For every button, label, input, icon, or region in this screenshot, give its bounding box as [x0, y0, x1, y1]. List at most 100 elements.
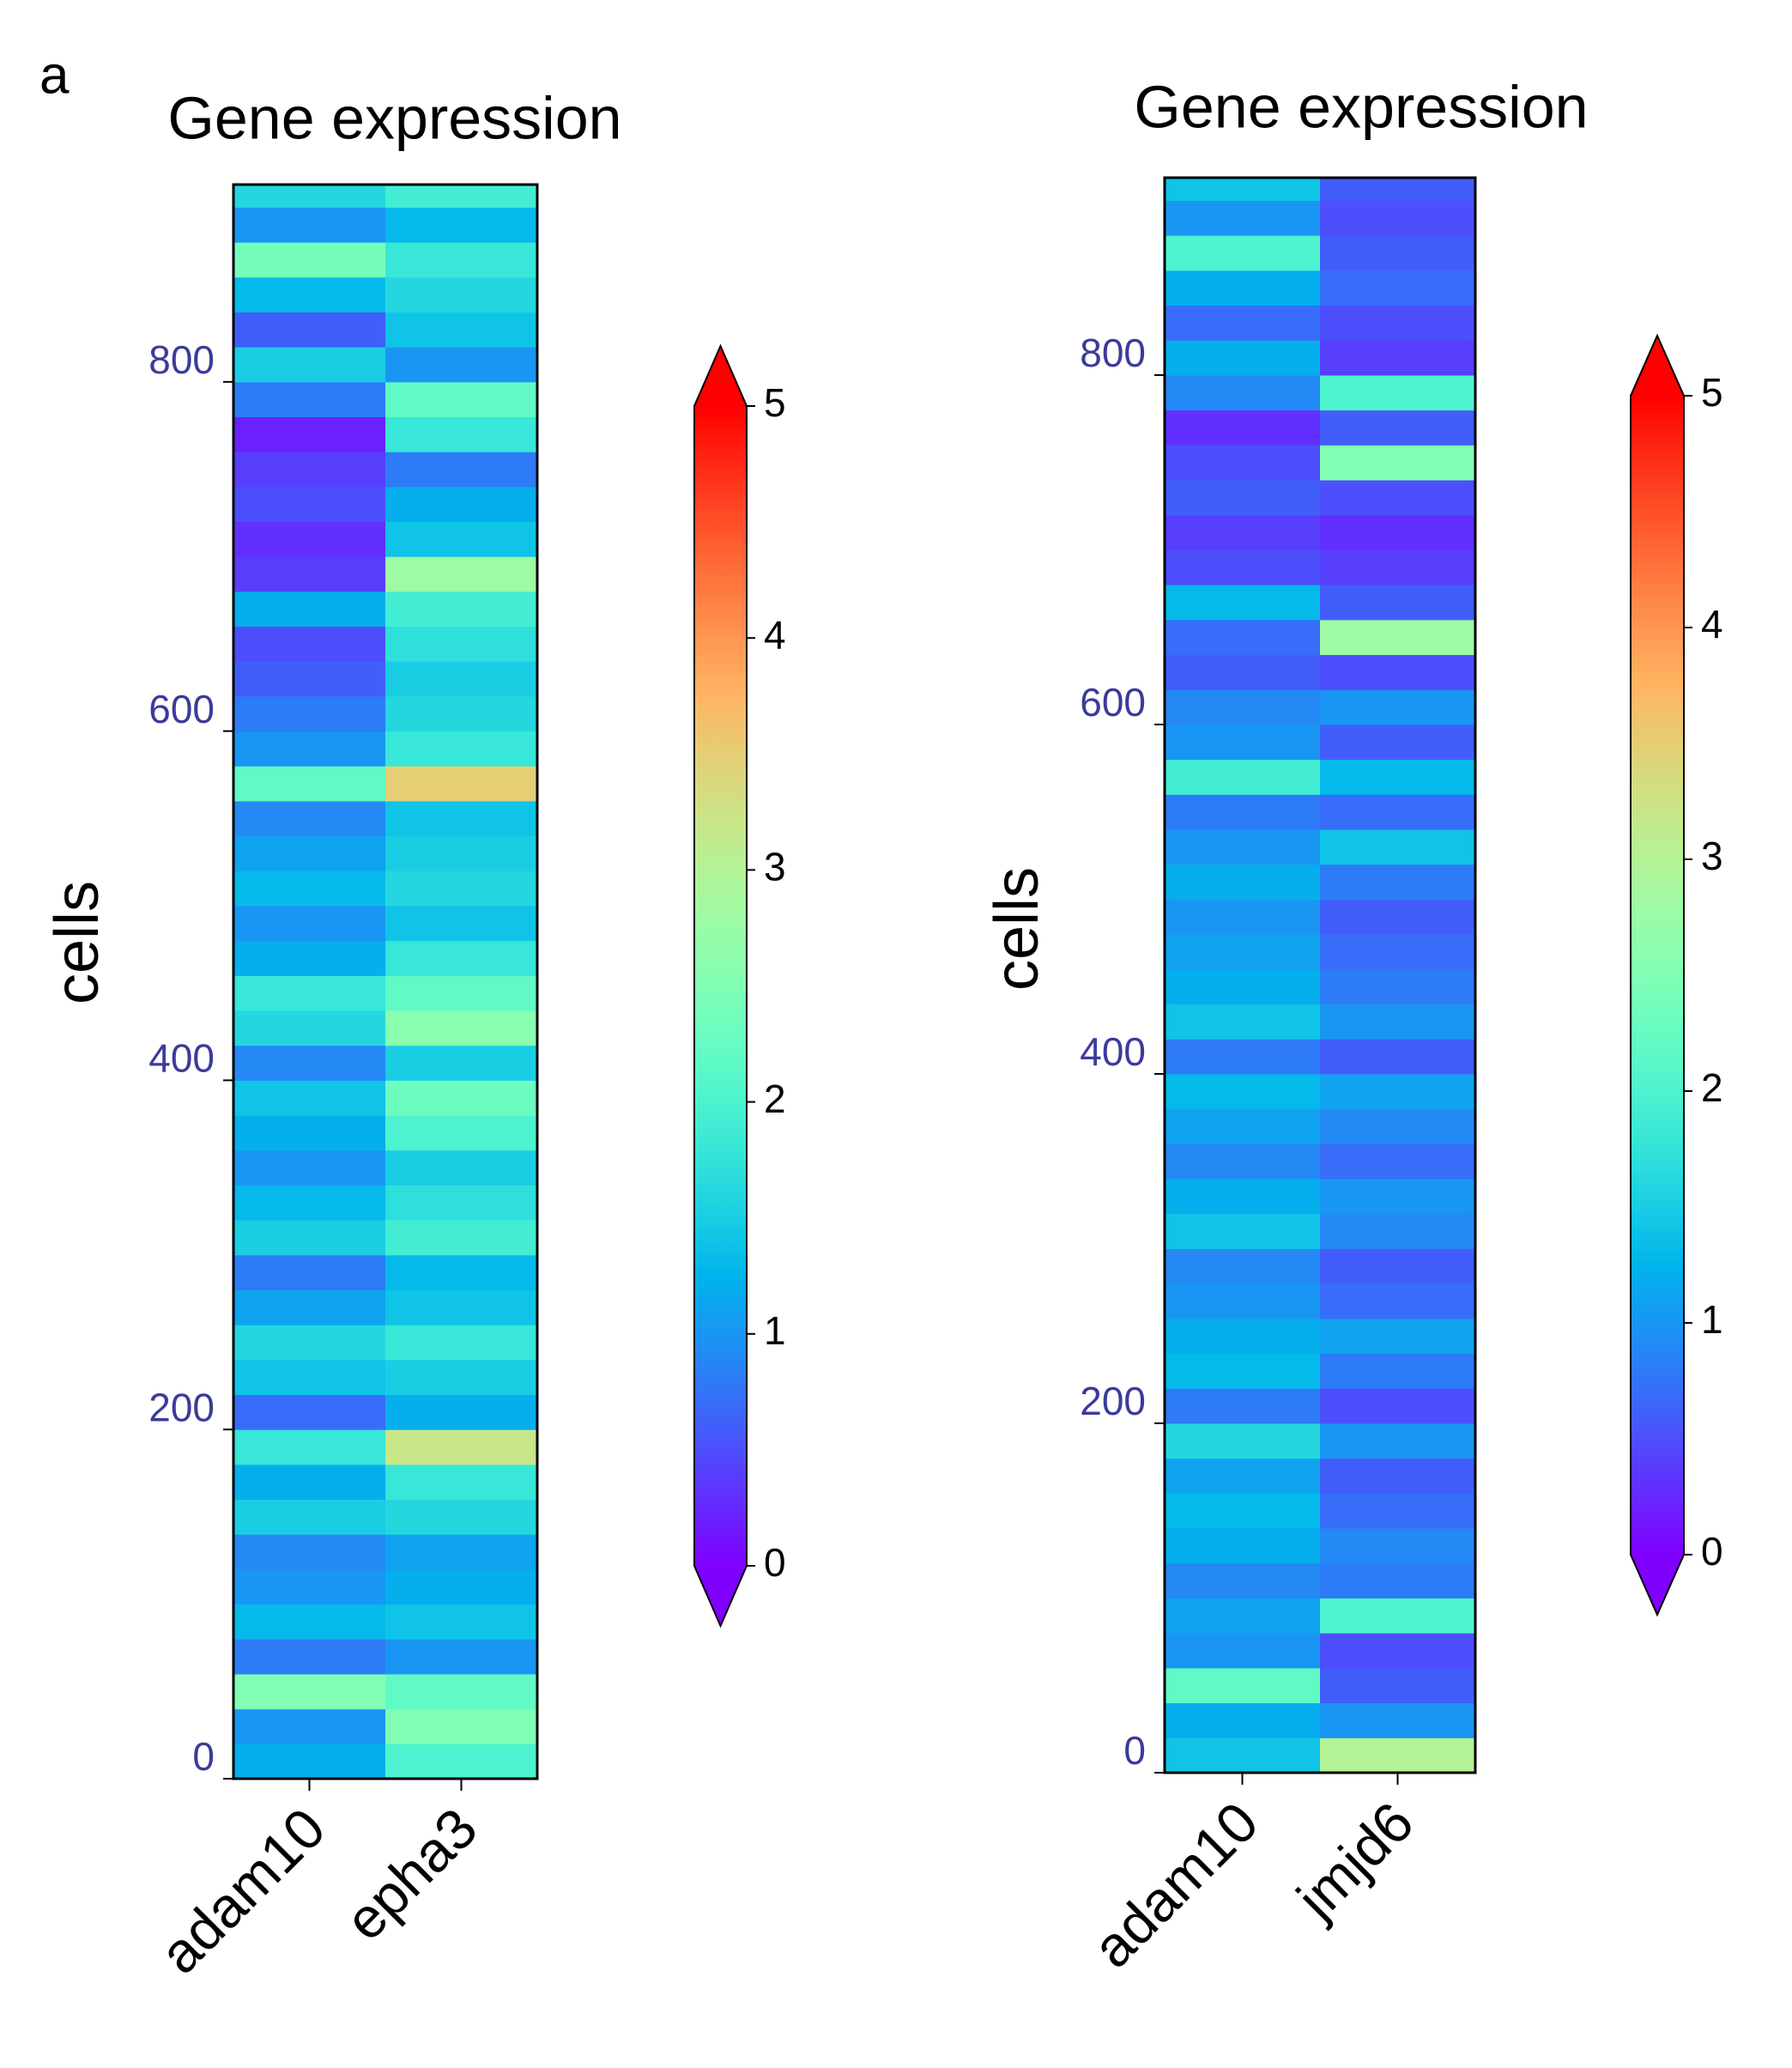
- heatmap-cell: [1165, 1633, 1321, 1669]
- colorbar-tick-label: 3: [1701, 834, 1723, 878]
- heatmap-cell: [1165, 235, 1321, 271]
- heatmap-cell: [1165, 1702, 1321, 1738]
- heatmap-cell: [1320, 1179, 1476, 1215]
- colorbar-tick-label: 5: [1701, 370, 1723, 415]
- heatmap-cell: [233, 276, 386, 312]
- heatmap-cell: [1320, 968, 1476, 1005]
- heatmap-cell: [1320, 1108, 1476, 1144]
- y-tick-label: 200: [1080, 1379, 1146, 1423]
- heatmap-cell: [385, 1394, 538, 1430]
- heatmap-cell: [1165, 1179, 1321, 1215]
- y-tick-label: 0: [192, 1734, 215, 1779]
- heatmap-cell: [233, 1429, 386, 1465]
- heatmap-cell: [1165, 514, 1321, 550]
- heatmap-cell: [385, 1010, 538, 1046]
- heatmap-cell: [385, 1499, 538, 1535]
- heatmap-cell: [1320, 619, 1476, 656]
- heatmap-cell: [1320, 585, 1476, 621]
- heatmap-cell: [233, 1185, 386, 1221]
- heatmap-cell: [385, 521, 538, 557]
- heatmap-cell: [385, 1708, 538, 1744]
- heatmap-cell: [1165, 1737, 1321, 1774]
- heatmap-cell: [1165, 619, 1321, 656]
- heatmap-cell: [1165, 689, 1321, 725]
- heatmap-cell: [233, 486, 386, 523]
- heatmap-cell: [233, 1604, 386, 1640]
- heatmap-cell: [385, 661, 538, 697]
- heatmap-cell: [1165, 1143, 1321, 1180]
- heatmap-cell: [385, 906, 538, 942]
- heatmap-cell: [1320, 1633, 1476, 1669]
- heatmap-cell: [1320, 1318, 1476, 1355]
- heatmap-cell: [233, 556, 386, 592]
- heatmap-cell: [1320, 1143, 1476, 1180]
- heatmap-cell: [233, 870, 386, 907]
- colorbar-tick-label: 3: [764, 845, 786, 889]
- heatmap-cell: [1165, 1318, 1321, 1355]
- heatmap-cell: [385, 695, 538, 732]
- heatmap-cell: [1320, 480, 1476, 516]
- heatmap-cell: [385, 1673, 538, 1710]
- heatmap-cell: [1320, 934, 1476, 970]
- panel-label: a: [39, 45, 70, 105]
- x-tick-label: adam10: [148, 1796, 337, 1986]
- heatmap-cell: [233, 591, 386, 628]
- heatmap-cell: [233, 1254, 386, 1290]
- heatmap-cell: [1165, 445, 1321, 481]
- heatmap-cell: [1165, 864, 1321, 900]
- colorbar-tick-label: 5: [764, 380, 786, 425]
- y-tick-label: 800: [1080, 331, 1146, 375]
- heatmap-cell: [385, 347, 538, 383]
- heatmap-cell: [1320, 409, 1476, 446]
- heatmap-cell: [385, 1604, 538, 1640]
- heatmap-cell: [233, 1464, 386, 1501]
- colorbar-extend-bottom: [1631, 1555, 1684, 1615]
- heatmap-cell: [1165, 1004, 1321, 1040]
- heatmap-cell: [1320, 829, 1476, 865]
- heatmap-cell: [1165, 374, 1321, 411]
- heatmap-cell: [233, 1045, 386, 1081]
- heatmap-cell: [1320, 1702, 1476, 1738]
- heatmap-cell: [1320, 724, 1476, 761]
- heatmap-cell: [385, 1429, 538, 1465]
- y-tick-label: 0: [1123, 1728, 1146, 1773]
- heatmap-cell: [233, 416, 386, 452]
- y-tick-label: 400: [1080, 1029, 1146, 1074]
- colorbar-tick-label: 1: [1701, 1297, 1723, 1342]
- heatmap-cell: [385, 416, 538, 452]
- heatmap-cell: [1165, 305, 1321, 341]
- heatmap-cell: [385, 1254, 538, 1290]
- heatmap-cell: [1165, 759, 1321, 795]
- heatmap-cell: [1165, 1562, 1321, 1598]
- heatmap-cell: [233, 626, 386, 662]
- colorbar-extend-top: [694, 346, 747, 406]
- y-axis-label: cells: [983, 867, 1051, 991]
- heatmap-cell: [1320, 340, 1476, 376]
- heatmap-cell: [385, 556, 538, 592]
- heatmap-cell: [1165, 1667, 1321, 1704]
- x-tick-label: adam10: [1081, 1790, 1270, 1980]
- colorbar: [1631, 396, 1684, 1555]
- heatmap-cell: [1320, 899, 1476, 935]
- colorbar-extend-top: [1631, 336, 1684, 396]
- colorbar-tick-label: 2: [1701, 1065, 1723, 1110]
- heatmap-cell: [1165, 1528, 1321, 1564]
- chart-title: Gene expression: [167, 84, 621, 151]
- heatmap-cell: [385, 381, 538, 418]
- heatmap-cell: [1165, 1493, 1321, 1529]
- heatmap-cell: [233, 835, 386, 871]
- heatmap-cell: [1165, 829, 1321, 865]
- heatmap-cell: [385, 312, 538, 348]
- x-tick-label: epha3: [333, 1796, 489, 1952]
- heatmap-cell: [385, 1289, 538, 1325]
- colorbar-tick-label: 2: [764, 1076, 786, 1121]
- heatmap-cell: [1320, 1493, 1476, 1529]
- heatmap-cell: [385, 1464, 538, 1501]
- heatmap-cell: [1320, 1353, 1476, 1389]
- heatmap-cell: [385, 1568, 538, 1605]
- heatmap-cell: [1320, 1528, 1476, 1564]
- heatmap-cell: [1165, 270, 1321, 306]
- heatmap-cell: [233, 1639, 386, 1675]
- heatmap-cell: [233, 1010, 386, 1046]
- heatmap-cell: [233, 312, 386, 348]
